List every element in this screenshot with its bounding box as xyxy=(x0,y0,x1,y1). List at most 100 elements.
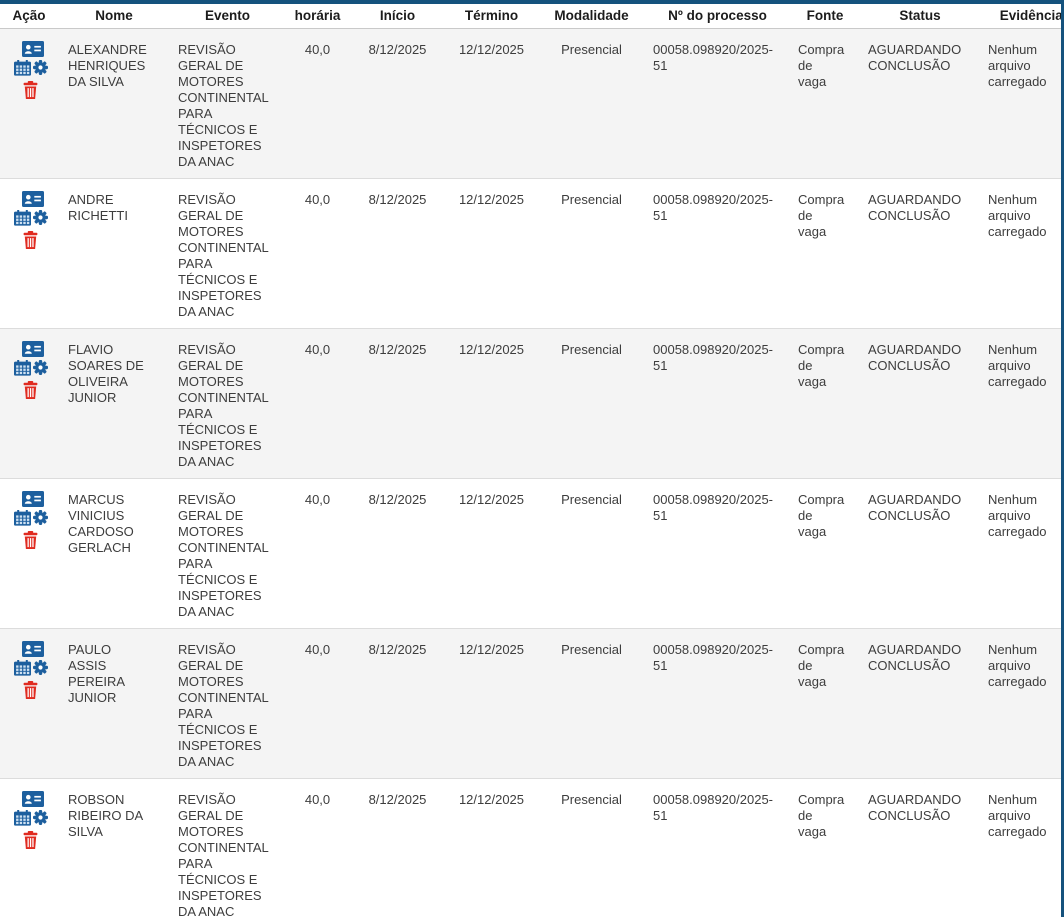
name-cell: PAULO ASSIS PEREIRA JUNIOR xyxy=(58,628,170,779)
column-header-status: Status xyxy=(860,4,980,29)
column-header-nome: Nome xyxy=(58,4,170,29)
contact-card-icon[interactable] xyxy=(22,791,44,807)
status-cell: AGUARDANDO CONCLUSÃO xyxy=(860,178,980,329)
calendar-icon[interactable] xyxy=(14,510,31,526)
name-cell: MARCUS VINICIUS CARDOSO GERLACH xyxy=(58,478,170,629)
source-cell: Compra de vaga xyxy=(790,178,860,329)
gear-icon[interactable] xyxy=(33,210,48,226)
gear-icon[interactable] xyxy=(33,360,48,376)
end-date-cell: 12/12/2025 xyxy=(445,28,538,179)
calendar-icon[interactable] xyxy=(14,210,31,226)
table-row: ROBSON RIBEIRO DA SILVA REVISÃO GERAL DE… xyxy=(0,778,1064,917)
trash-icon[interactable] xyxy=(23,831,38,849)
calendar-icon[interactable] xyxy=(14,810,31,826)
trash-icon[interactable] xyxy=(23,81,38,99)
source-cell: Compra de vaga xyxy=(790,778,860,917)
table-header-row: Ação Nome Evento horária Início Término … xyxy=(0,4,1064,29)
start-date-cell: 8/12/2025 xyxy=(350,28,445,179)
contact-card-icon[interactable] xyxy=(22,191,44,207)
start-date-cell: 8/12/2025 xyxy=(350,478,445,629)
actions-cell xyxy=(0,478,58,629)
trash-icon[interactable] xyxy=(23,381,38,399)
hours-cell: 40,0 xyxy=(285,178,350,329)
column-header-acao: Ação xyxy=(0,4,58,29)
source-cell: Compra de vaga xyxy=(790,328,860,479)
modality-cell: Presencial xyxy=(538,628,645,779)
trash-icon[interactable] xyxy=(23,681,38,699)
evidence-cell: Nenhum arquivo carregado xyxy=(980,778,1064,917)
column-header-modalidade: Modalidade xyxy=(538,4,645,29)
process-number-cell: 00058.098920/2025-51 xyxy=(645,28,790,179)
modality-cell: Presencial xyxy=(538,178,645,329)
contact-card-icon[interactable] xyxy=(22,341,44,357)
calendar-icon[interactable] xyxy=(14,60,31,76)
evidence-cell: Nenhum arquivo carregado xyxy=(980,478,1064,629)
column-header-evento: Evento xyxy=(170,4,285,29)
end-date-cell: 12/12/2025 xyxy=(445,778,538,917)
calendar-icon[interactable] xyxy=(14,360,31,376)
source-cell: Compra de vaga xyxy=(790,28,860,179)
top-accent-bar xyxy=(0,0,1064,4)
participants-table: Ação Nome Evento horária Início Término … xyxy=(0,4,1064,917)
event-cell: REVISÃO GERAL DE MOTORES CONTINENTAL PAR… xyxy=(170,28,285,179)
event-cell: REVISÃO GERAL DE MOTORES CONTINENTAL PAR… xyxy=(170,628,285,779)
event-cell: REVISÃO GERAL DE MOTORES CONTINENTAL PAR… xyxy=(170,478,285,629)
table-row: MARCUS VINICIUS CARDOSO GERLACH REVISÃO … xyxy=(0,478,1064,629)
event-cell: REVISÃO GERAL DE MOTORES CONTINENTAL PAR… xyxy=(170,328,285,479)
name-cell: FLAVIO SOARES DE OLIVEIRA JUNIOR xyxy=(58,328,170,479)
right-accent-border xyxy=(1061,0,1064,917)
hours-cell: 40,0 xyxy=(285,478,350,629)
status-cell: AGUARDANDO CONCLUSÃO xyxy=(860,28,980,179)
trash-icon[interactable] xyxy=(23,231,38,249)
evidence-cell: Nenhum arquivo carregado xyxy=(980,178,1064,329)
name-cell: ANDRE RICHETTI xyxy=(58,178,170,329)
end-date-cell: 12/12/2025 xyxy=(445,628,538,779)
actions-cell xyxy=(0,778,58,917)
status-cell: AGUARDANDO CONCLUSÃO xyxy=(860,328,980,479)
actions-cell xyxy=(0,178,58,329)
column-header-processo: Nº do processo xyxy=(645,4,790,29)
contact-card-icon[interactable] xyxy=(22,41,44,57)
end-date-cell: 12/12/2025 xyxy=(445,328,538,479)
evidence-cell: Nenhum arquivo carregado xyxy=(980,28,1064,179)
table-row: ANDRE RICHETTI REVISÃO GERAL DE MOTORES … xyxy=(0,178,1064,329)
process-number-cell: 00058.098920/2025-51 xyxy=(645,478,790,629)
end-date-cell: 12/12/2025 xyxy=(445,178,538,329)
calendar-icon[interactable] xyxy=(14,660,31,676)
start-date-cell: 8/12/2025 xyxy=(350,178,445,329)
gear-icon[interactable] xyxy=(33,660,48,676)
source-cell: Compra de vaga xyxy=(790,478,860,629)
hours-cell: 40,0 xyxy=(285,628,350,779)
column-header-termino: Término xyxy=(445,4,538,29)
event-cell: REVISÃO GERAL DE MOTORES CONTINENTAL PAR… xyxy=(170,178,285,329)
column-header-evidencias: Evidências xyxy=(980,4,1064,29)
table-row: PAULO ASSIS PEREIRA JUNIOR REVISÃO GERAL… xyxy=(0,628,1064,779)
gear-icon[interactable] xyxy=(33,810,48,826)
start-date-cell: 8/12/2025 xyxy=(350,328,445,479)
trash-icon[interactable] xyxy=(23,531,38,549)
contact-card-icon[interactable] xyxy=(22,641,44,657)
gear-icon[interactable] xyxy=(33,510,48,526)
modality-cell: Presencial xyxy=(538,478,645,629)
end-date-cell: 12/12/2025 xyxy=(445,478,538,629)
process-number-cell: 00058.098920/2025-51 xyxy=(645,628,790,779)
status-cell: AGUARDANDO CONCLUSÃO xyxy=(860,778,980,917)
gear-icon[interactable] xyxy=(33,60,48,76)
status-cell: AGUARDANDO CONCLUSÃO xyxy=(860,478,980,629)
source-cell: Compra de vaga xyxy=(790,628,860,779)
column-header-fonte: Fonte xyxy=(790,4,860,29)
table-row: FLAVIO SOARES DE OLIVEIRA JUNIOR REVISÃO… xyxy=(0,328,1064,479)
modality-cell: Presencial xyxy=(538,328,645,479)
contact-card-icon[interactable] xyxy=(22,491,44,507)
evidence-cell: Nenhum arquivo carregado xyxy=(980,628,1064,779)
column-header-horaria: horária xyxy=(285,4,350,29)
name-cell: ROBSON RIBEIRO DA SILVA xyxy=(58,778,170,917)
hours-cell: 40,0 xyxy=(285,28,350,179)
name-cell: ALEXANDRE HENRIQUES DA SILVA xyxy=(58,28,170,179)
column-header-inicio: Início xyxy=(350,4,445,29)
status-cell: AGUARDANDO CONCLUSÃO xyxy=(860,628,980,779)
start-date-cell: 8/12/2025 xyxy=(350,778,445,917)
actions-cell xyxy=(0,628,58,779)
process-number-cell: 00058.098920/2025-51 xyxy=(645,778,790,917)
